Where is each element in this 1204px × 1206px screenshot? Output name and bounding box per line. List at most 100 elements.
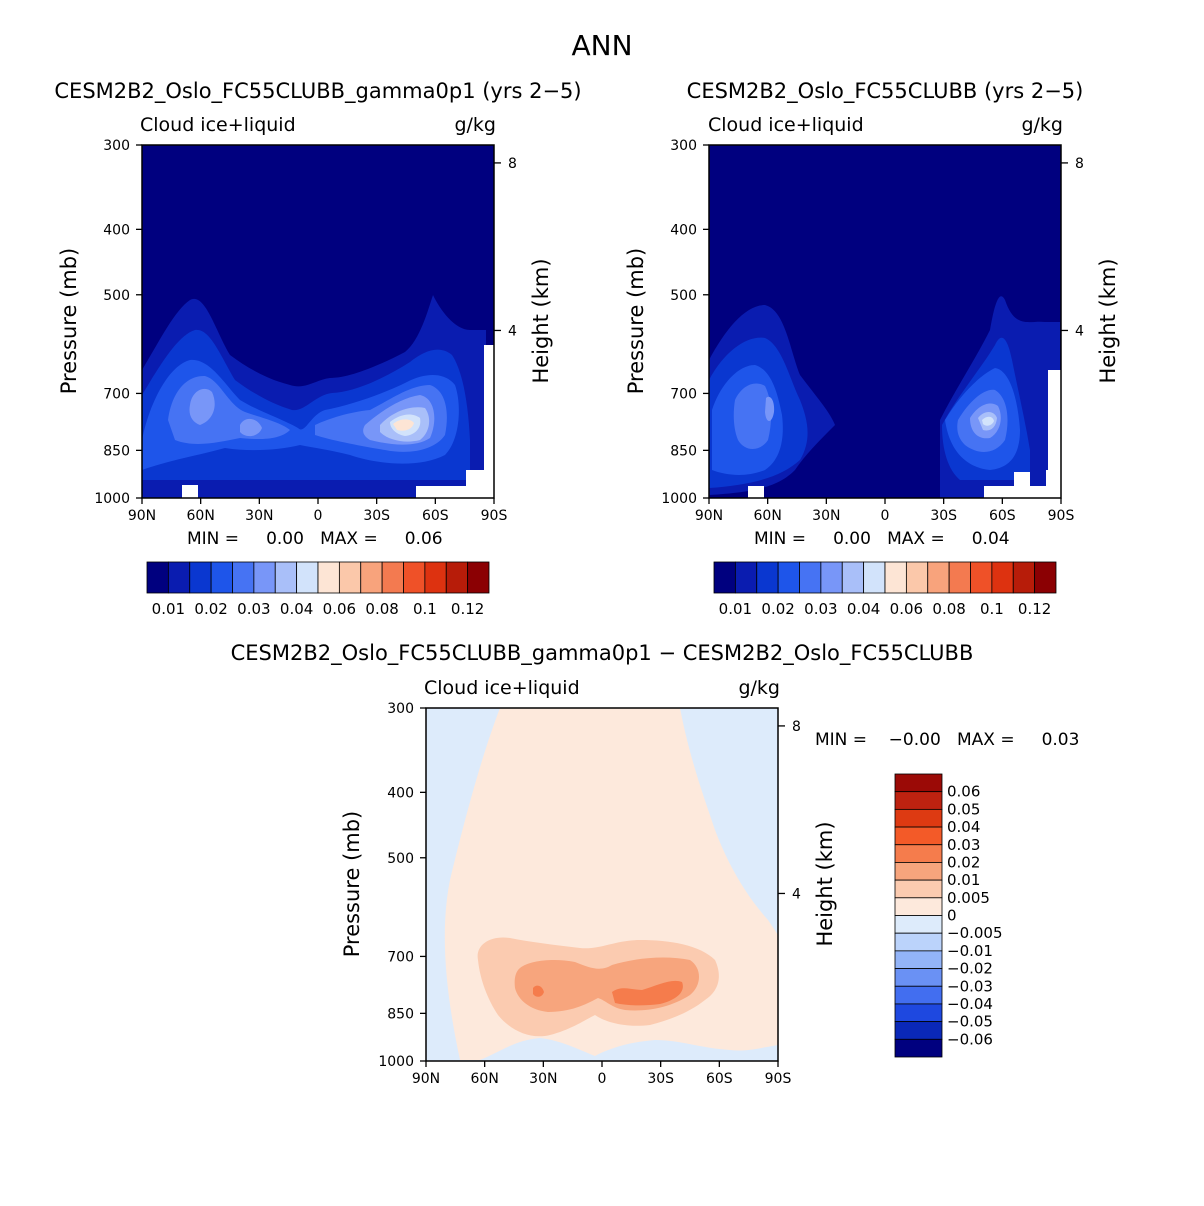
panel-3: CESM2B2_Oslo_FC55CLUBB_gamma0p1 − CESM2B…: [231, 641, 1080, 1087]
x-tick-label: 90S: [765, 1071, 792, 1087]
colorbar-label: 0.08: [932, 600, 965, 618]
y2-tick-label: 8: [508, 156, 517, 172]
colorbar-swatch: [970, 561, 993, 594]
y-tick-label: 300: [670, 138, 697, 154]
y-tick-label: 500: [670, 288, 697, 304]
colorbar-swatch: [863, 561, 886, 594]
colorbar-label: 0.1: [980, 600, 1004, 618]
y-tick-label: 1000: [661, 491, 697, 507]
colorbar-label: 0.05: [947, 800, 980, 818]
colorbar-swatch: [317, 561, 340, 594]
x-tick-label: 90N: [128, 508, 156, 524]
colorbar-swatch: [894, 808, 943, 828]
colorbar-swatch: [799, 561, 822, 594]
y2-tick-label: 4: [1075, 323, 1084, 339]
colorbar-label: 0.03: [947, 836, 980, 854]
panel-3-ylabel: Pressure (mb): [340, 811, 364, 958]
colorbar-label: 0.12: [1018, 600, 1051, 618]
colorbar-label: 0.06: [947, 783, 980, 801]
y-tick-label: 850: [387, 1006, 414, 1022]
colorbar-swatch: [991, 561, 1014, 594]
panel-1-variable: Cloud ice+liquid: [140, 114, 296, 136]
colorbar-swatch: [734, 561, 758, 594]
colorbar-label: 0.12: [451, 600, 484, 618]
colorbar-swatch: [894, 1021, 943, 1040]
x-tick-label: 90N: [695, 508, 723, 524]
colorbar-swatch: [894, 932, 943, 952]
colorbar-swatch: [894, 826, 943, 846]
panel-1: CESM2B2_Oslo_FC55CLUBB_gamma0p1 (yrs 2−5…: [54, 79, 581, 618]
x-tick-label: 0: [314, 508, 323, 524]
x-tick-label: 30N: [245, 508, 273, 524]
y-tick-label: 500: [387, 851, 414, 867]
y-tick-label: 700: [103, 386, 130, 402]
colorbar-swatch: [360, 561, 383, 594]
panel-3-minmax: MIN = −0.00 MAX = 0.03: [815, 730, 1079, 750]
colorbar-label: 0.02: [947, 853, 980, 871]
panel-2-variable: Cloud ice+liquid: [708, 114, 864, 136]
colorbar-swatch: [905, 561, 929, 594]
x-tick-label: 30N: [529, 1071, 557, 1087]
colorbar-label: 0.03: [237, 600, 270, 618]
colorbar-swatch: [820, 561, 843, 594]
panel-2-ylabel: Pressure (mb): [624, 248, 648, 395]
colorbar-label: −0.02: [947, 960, 993, 978]
panel-1-contour-0.06: [189, 388, 435, 445]
y-tick-label: 300: [103, 138, 130, 154]
colorbar-swatch: [146, 561, 169, 594]
panel-1-contour-0.12: [393, 419, 414, 431]
panel-2-plot: [709, 145, 1061, 498]
x-tick-label: 0: [881, 508, 890, 524]
x-tick-label: 60S: [422, 508, 449, 524]
colorbar-label: −0.01: [947, 942, 993, 960]
colorbar-swatch: [338, 561, 362, 594]
colorbar-swatch: [713, 561, 736, 594]
colorbar-label: 0.01: [719, 600, 752, 618]
colorbar-swatch: [1034, 561, 1057, 594]
panel-1-colorbar: 0.01 0.02 0.03 0.04 0.06 0.08 0.1 0.12: [146, 561, 490, 618]
colorbar-label: 0.03: [804, 600, 837, 618]
y-tick-label: 1000: [94, 491, 130, 507]
y-tick-label: 300: [387, 701, 414, 717]
y-tick-label: 700: [387, 949, 414, 965]
panel-2-title: CESM2B2_Oslo_FC55CLUBB (yrs 2−5): [687, 79, 1084, 104]
x-tick-label: 60N: [187, 508, 215, 524]
colorbar-label: 0.04: [947, 818, 980, 836]
colorbar-swatch: [424, 561, 447, 594]
y-tick-label: 850: [103, 443, 130, 459]
y2-tick-label: 8: [792, 719, 801, 735]
x-tick-label: 60S: [989, 508, 1016, 524]
colorbar-swatch: [403, 561, 426, 594]
colorbar-swatch: [445, 561, 469, 594]
colorbar-label: 0.02: [194, 600, 227, 618]
colorbar-swatch: [894, 897, 943, 916]
colorbar-swatch: [167, 561, 191, 594]
colorbar-label: 0.01: [152, 600, 185, 618]
colorbar-label: 0.08: [365, 600, 398, 618]
panel-3-plot: [426, 708, 778, 1061]
colorbar-label: −0.06: [947, 1030, 993, 1048]
colorbar-swatch: [948, 561, 971, 594]
colorbar-swatch: [777, 561, 800, 594]
figure-title: ANN: [571, 29, 632, 62]
y-tick-label: 400: [670, 222, 697, 238]
colorbar-swatch: [296, 561, 319, 594]
x-tick-label: 60N: [471, 1071, 499, 1087]
x-tick-label: 30S: [647, 1071, 674, 1087]
panel-2-contour-0.1: [982, 416, 994, 426]
y-tick-label: 400: [387, 785, 414, 801]
panel-2-contour-0.02: [709, 337, 1030, 488]
colorbar-swatch: [756, 561, 779, 594]
panel-2-colorbar: 0.01 0.02 0.03 0.04 0.06 0.08 0.1 0.12: [713, 561, 1057, 618]
panel-2-y2label: Height (km): [1096, 258, 1120, 383]
panel-1-plot: [142, 145, 494, 498]
panel-2-missing-data: [748, 370, 1061, 498]
panel-2: CESM2B2_Oslo_FC55CLUBB (yrs 2−5) Cloud i…: [624, 79, 1120, 618]
colorbar-label: 0.1: [413, 600, 437, 618]
colorbar-label: 0.04: [280, 600, 313, 618]
colorbar-label: −0.03: [947, 977, 993, 995]
colorbar-label: −0.05: [947, 1013, 993, 1031]
colorbar-swatch: [274, 561, 298, 594]
panel-3-colorbar: 0.060.050.040.030.020.010.0050−0.005−0.0…: [894, 773, 1003, 1058]
colorbar-swatch: [894, 773, 943, 793]
